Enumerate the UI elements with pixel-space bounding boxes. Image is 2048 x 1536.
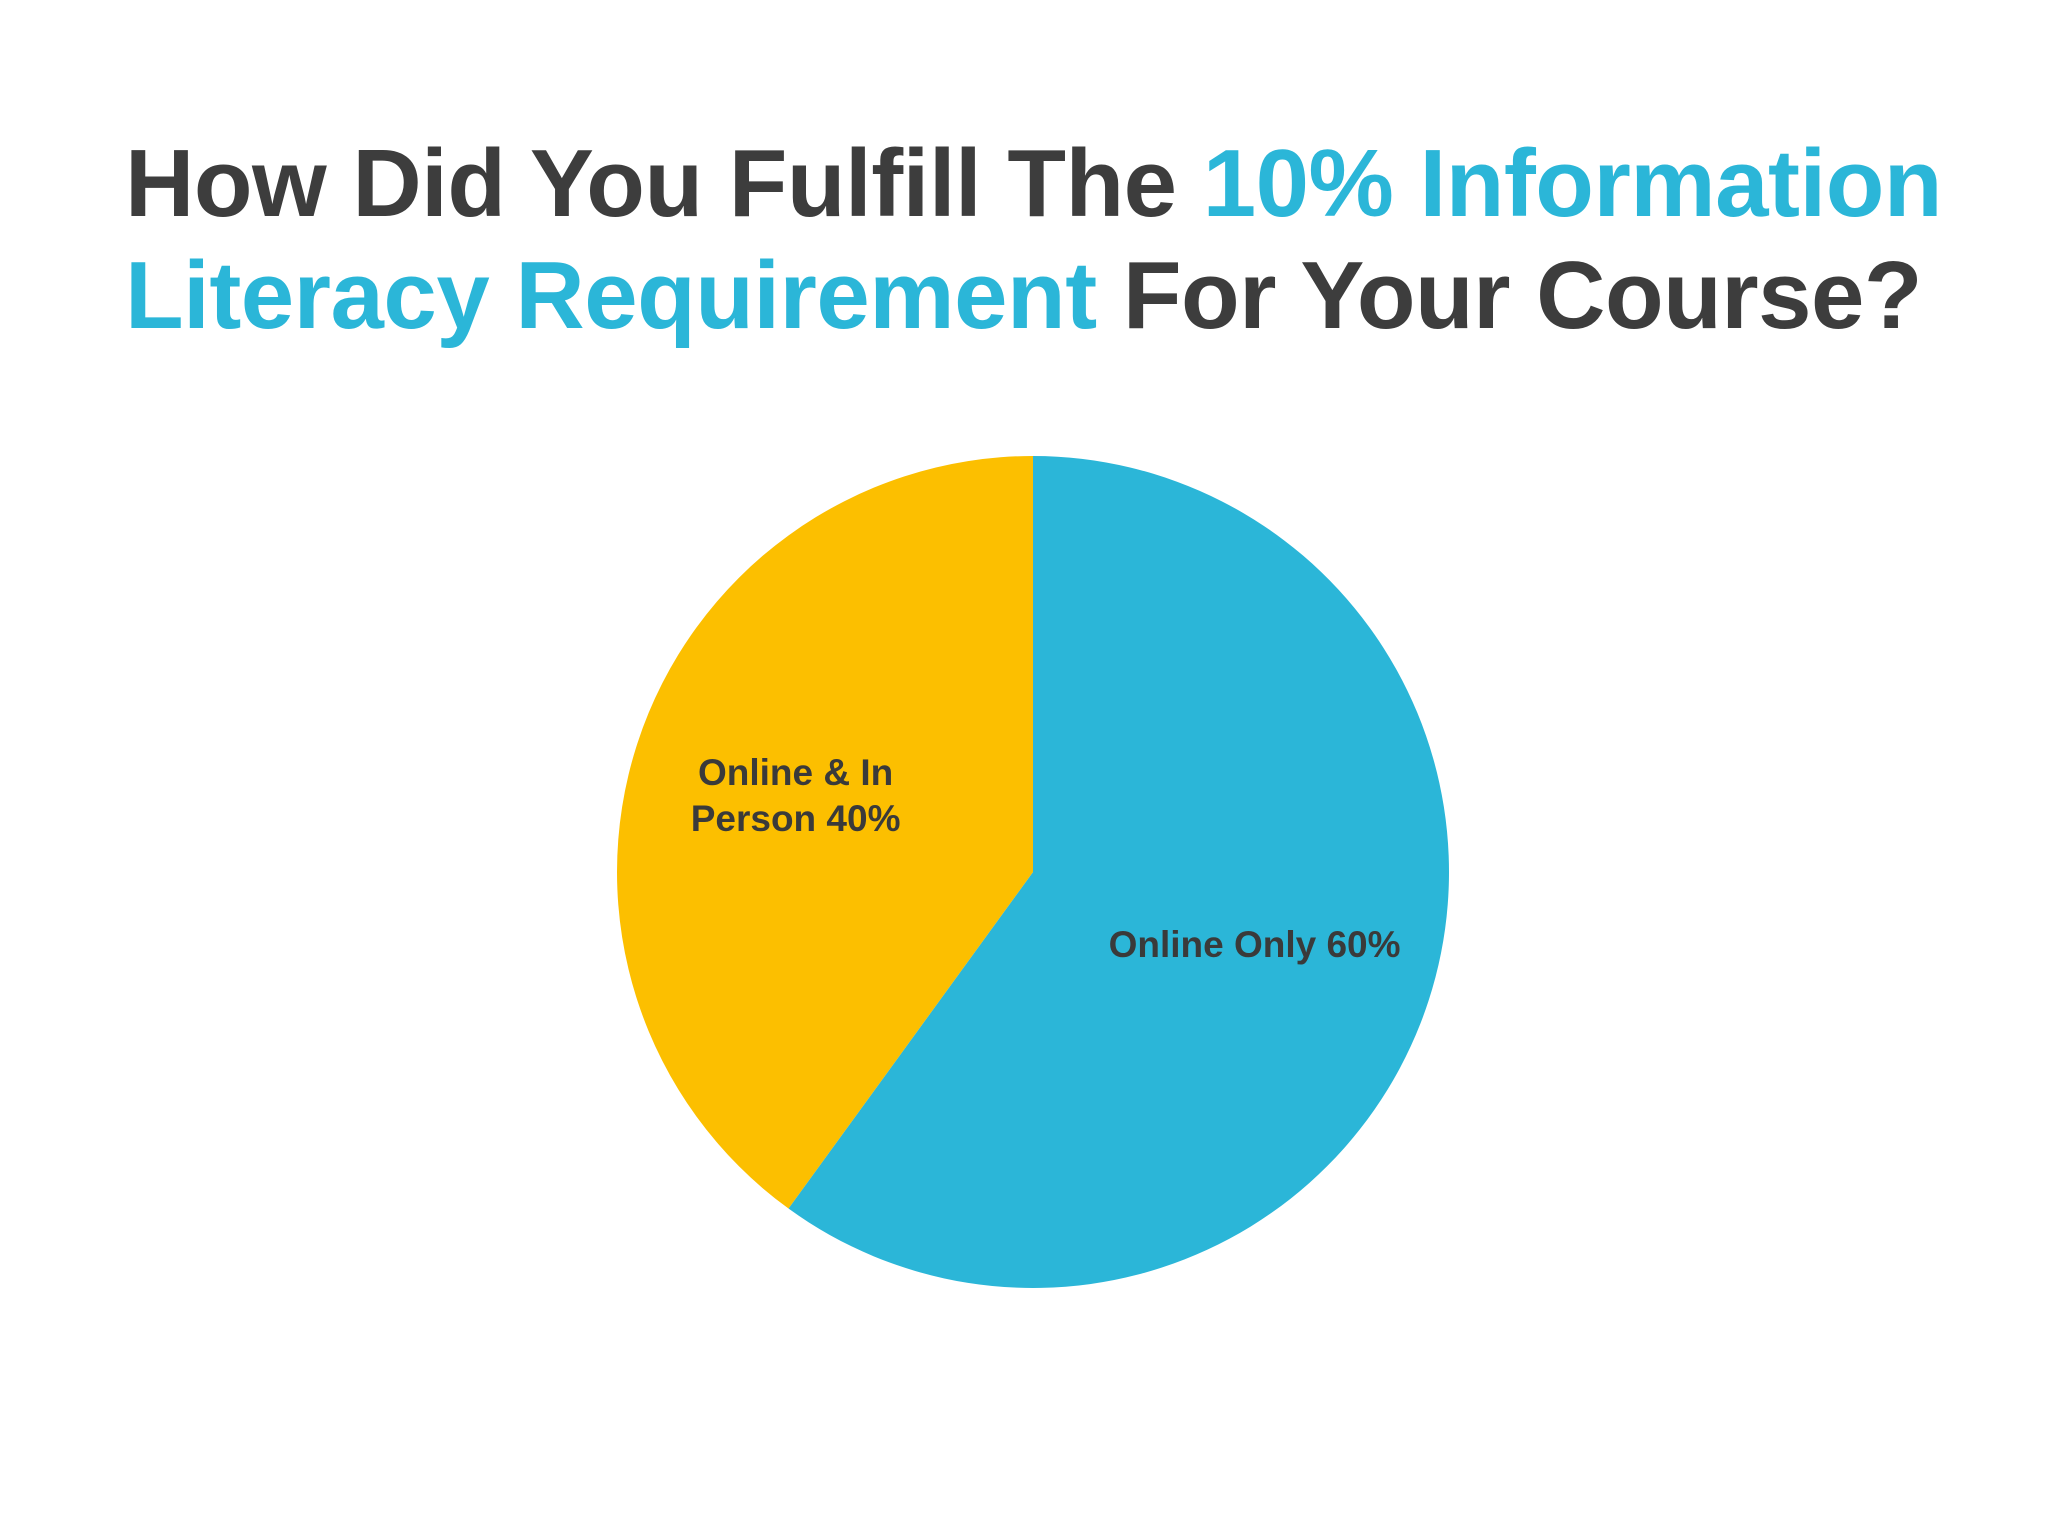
title-part-1: How Did You Fulfill The (125, 130, 1203, 237)
title-part-3: For Your Course? (1096, 242, 1923, 349)
pie-labels: Online Only 60% Online & In Person 40% (691, 752, 1401, 965)
pie-slices (617, 456, 1449, 1288)
pie-slice-online-only (788, 456, 1449, 1288)
slice-label-line: Online & In (698, 752, 893, 793)
slice-label-line: Person 40% (691, 798, 901, 839)
slice-label-online-in-person: Online & In Person 40% (691, 752, 901, 839)
slice-label-online-only: Online Only 60% (1109, 924, 1401, 965)
pie-slice-online-in-person (617, 456, 1033, 1209)
chart-title: How Did You Fulfill The 10% Information … (125, 128, 1945, 352)
title-accent: 10% Information Literacy Requirement (125, 130, 1942, 349)
slice-label-line: Online Only 60% (1109, 924, 1401, 965)
